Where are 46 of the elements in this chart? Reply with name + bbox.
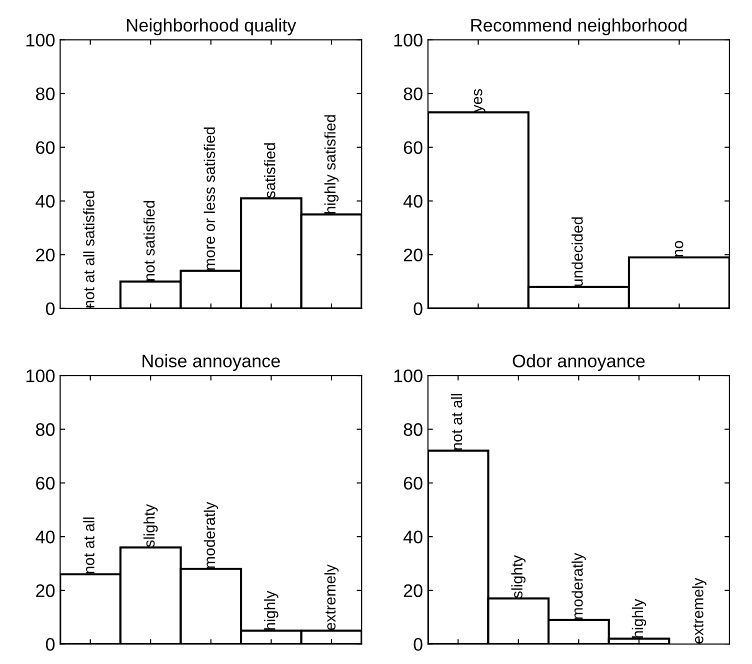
- y-tick-label: 40: [36, 530, 55, 544]
- y-tick-label: 60: [404, 141, 422, 154]
- x-tick-label: not at all satisfied: [83, 191, 94, 308]
- y-tick-label: 80: [404, 423, 422, 436]
- category-label: slighty: [143, 504, 158, 547]
- x-tick-label: not satisfied: [143, 200, 155, 281]
- y-tick-label: 40: [403, 530, 422, 544]
- chart-title: Noise annoyance: [142, 354, 280, 371]
- y-tick-label: 100: [26, 369, 55, 382]
- y-tick-label: 0: [414, 638, 422, 651]
- category-label: not at all: [83, 518, 94, 574]
- category-label: extremely: [692, 578, 706, 644]
- y-tick-label: 100: [26, 34, 55, 47]
- category-label: undecided: [572, 217, 583, 286]
- category-label: moderatly: [204, 502, 218, 568]
- y-tick-label: 100: [394, 369, 422, 382]
- category-label: highly: [264, 590, 278, 630]
- y-tick-label: 80: [36, 87, 55, 100]
- y-tick-label: 100: [394, 34, 422, 47]
- category-label: highly: [632, 598, 646, 638]
- category-label: slighty: [511, 555, 526, 598]
- y-tick-label: 80: [36, 423, 55, 436]
- y-tick-label: 20: [36, 584, 55, 598]
- y-tick-label: 40: [36, 194, 55, 208]
- x-tick-label: highly satisfied: [324, 115, 339, 214]
- category-label: extremely: [324, 564, 339, 630]
- category-label: not at all: [450, 394, 462, 450]
- category-label: no: [674, 241, 684, 256]
- chart-title: Odor annoyance: [512, 354, 645, 371]
- y-tick-label: 20: [404, 584, 422, 598]
- x-tick-label: satisfied: [264, 143, 276, 198]
- category-label: yes: [474, 89, 486, 112]
- x-tick-label: more or less satisfied: [204, 127, 215, 270]
- y-tick-label: 0: [46, 302, 55, 316]
- category-label: moderatly: [572, 552, 586, 619]
- y-tick-label: 80: [404, 87, 422, 100]
- chart-title: Recommend neighborhood: [471, 18, 686, 36]
- y-tick-label: 40: [403, 194, 422, 208]
- y-tick-label: 20: [404, 248, 422, 262]
- y-tick-label: 0: [414, 302, 422, 316]
- y-tick-label: 0: [46, 638, 55, 651]
- y-tick-label: 60: [404, 476, 422, 490]
- chart-title: Neighborhood quality: [127, 18, 296, 36]
- y-tick-label: 60: [36, 141, 55, 154]
- y-tick-label: 20: [36, 248, 55, 262]
- y-tick-label: 60: [36, 476, 55, 490]
